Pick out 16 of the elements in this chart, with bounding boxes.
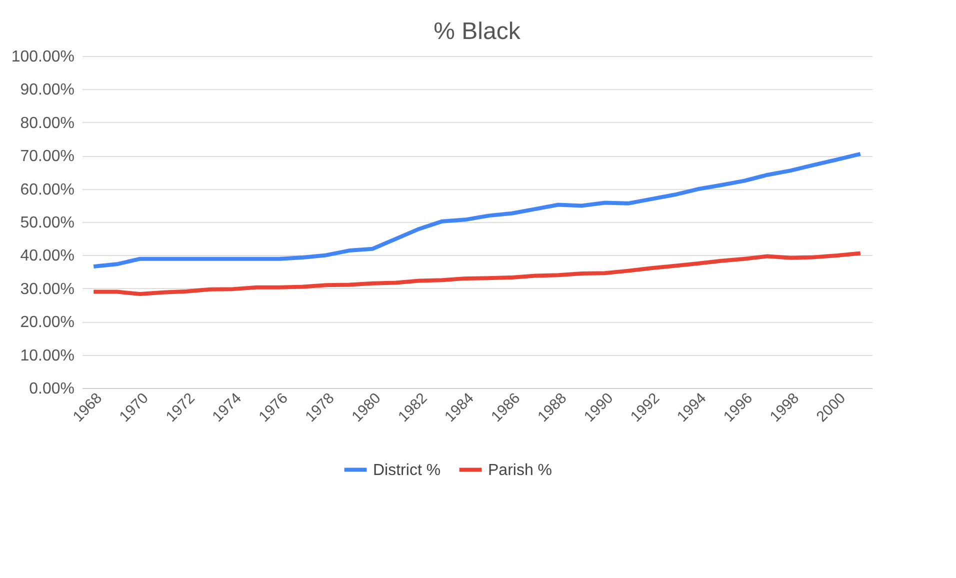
- y-tick-label: 100.00%: [11, 48, 74, 66]
- y-tick-label: 90.00%: [20, 82, 74, 99]
- y-tick-label: 30.00%: [20, 280, 74, 298]
- y-tick-label: 70.00%: [20, 148, 74, 166]
- y-tick-label: 60.00%: [20, 181, 74, 198]
- y-tick-label: 10.00%: [20, 347, 74, 364]
- line-series: [92, 251, 862, 296]
- legend-label: District %: [373, 462, 441, 479]
- y-tick-label: 80.00%: [20, 114, 74, 132]
- y-tick-label: 50.00%: [20, 214, 74, 232]
- legend-label: Parish %: [488, 462, 552, 479]
- y-tick-label: 0.00%: [29, 380, 74, 398]
- y-tick-label: 20.00%: [20, 314, 74, 332]
- chart-title: % Black: [434, 18, 522, 45]
- y-tick-label: 40.00%: [20, 248, 74, 265]
- line-series: [92, 152, 862, 268]
